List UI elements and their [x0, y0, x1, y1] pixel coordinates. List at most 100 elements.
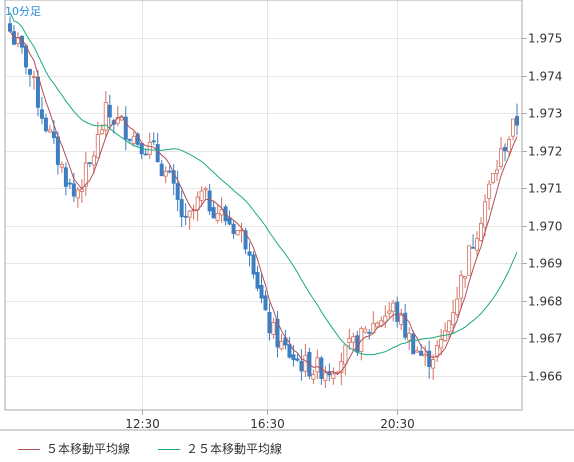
- candle-body: [399, 314, 404, 325]
- legend-label-ma25: ２５本移動平均線: [186, 442, 283, 456]
- candle-body: [279, 340, 284, 350]
- candle-body: [459, 274, 464, 299]
- y-tick-label: 1.972: [528, 145, 562, 159]
- candle-body: [387, 310, 392, 314]
- plot-frame: [4, 0, 523, 411]
- candles: [7, 16, 520, 388]
- candle-body: [87, 162, 92, 164]
- candle-body: [251, 254, 256, 275]
- candle-body: [63, 167, 68, 187]
- candle-body: [375, 322, 380, 328]
- x-tick-label: 20:30: [380, 417, 415, 431]
- candle-body: [407, 332, 412, 341]
- candle-body: [55, 136, 60, 165]
- y-tick-label: 1.974: [528, 70, 562, 84]
- candle-body: [199, 190, 204, 201]
- candle-body: [27, 68, 32, 75]
- candle-body: [7, 23, 12, 32]
- candle-body: [327, 371, 332, 376]
- candle-body: [287, 344, 292, 358]
- candle-body: [487, 183, 492, 199]
- candle-body: [43, 117, 48, 132]
- candle-body: [83, 162, 88, 187]
- candle-body: [215, 213, 220, 221]
- candle-body: [299, 360, 304, 372]
- candle-body: [203, 188, 208, 191]
- candle-body: [143, 153, 148, 156]
- candle-body: [355, 335, 360, 353]
- candle-body: [491, 173, 496, 184]
- x-tick-label: 12:30: [125, 417, 160, 431]
- candle-body: [95, 134, 100, 159]
- candle-body: [47, 129, 52, 133]
- candle-body: [179, 199, 184, 218]
- candle-body: [71, 183, 76, 197]
- candle-body: [59, 164, 64, 168]
- candle-body: [431, 359, 436, 369]
- axes: 1.966 1.967 1.968 1.969 1.970 1.971 1.972 1.973…: [0, 0, 574, 431]
- x-tick-label: 16:30: [250, 417, 285, 431]
- candle-body: [463, 275, 468, 279]
- candle-body: [499, 148, 504, 167]
- candle-body: [147, 142, 152, 155]
- candle-body: [507, 139, 512, 153]
- candle-body: [35, 76, 40, 108]
- candle-body: [347, 338, 352, 343]
- candle-body: [231, 223, 236, 234]
- candle-body: [131, 135, 136, 144]
- candle-body: [447, 320, 452, 333]
- candle-body: [39, 109, 44, 119]
- candle-body: [351, 336, 356, 343]
- candle-body: [439, 339, 444, 349]
- candle-body: [267, 312, 272, 334]
- legend-swatch-ma5: [18, 449, 40, 450]
- candle-body: [159, 163, 164, 177]
- candle-body: [495, 169, 500, 174]
- candle-body: [271, 322, 276, 335]
- y-tick-label: 1.967: [528, 332, 562, 346]
- candle-body: [151, 140, 156, 143]
- legend-label-ma5: ５本移動平均線: [46, 442, 131, 456]
- candle-body: [391, 302, 396, 312]
- candle-body: [331, 373, 336, 380]
- y-tick-label: 1.975: [528, 32, 562, 46]
- candle-body: [511, 118, 516, 137]
- candle-body: [411, 333, 416, 355]
- candle-body: [247, 251, 252, 256]
- candle-body: [303, 354, 308, 372]
- candle-body: [91, 155, 96, 166]
- candle-body: [23, 45, 28, 68]
- y-tick-label: 1.970: [528, 220, 562, 234]
- legend-item-ma5: ５本移動平均線: [18, 440, 130, 457]
- grid: [5, 0, 522, 410]
- candle-body: [343, 344, 348, 365]
- candle-body: [227, 217, 232, 225]
- candle-body: [175, 183, 180, 200]
- candle-body: [467, 245, 472, 276]
- candle-body: [503, 146, 508, 152]
- candle-body: [31, 76, 36, 79]
- candle-body: [427, 350, 432, 368]
- legend: ５本移動平均線 ２５本移動平均線: [0, 430, 574, 462]
- candle-body: [243, 230, 248, 250]
- candle-body: [259, 284, 264, 299]
- candle-body: [339, 361, 344, 374]
- candle-body: [107, 104, 112, 118]
- timeframe-label: 10分足: [5, 5, 41, 18]
- candle-body: [235, 230, 240, 236]
- candle-body: [423, 354, 428, 357]
- y-tick-label: 1.968: [528, 295, 562, 309]
- candle-body: [419, 350, 424, 356]
- moving-averages: [9, 12, 518, 376]
- candle-body: [483, 201, 488, 228]
- candle-body: [367, 332, 372, 334]
- candle-body: [75, 189, 80, 199]
- candle-body: [479, 222, 484, 241]
- candle-body: [263, 295, 268, 311]
- candle-body: [415, 350, 420, 353]
- y-tick-label: 1.973: [528, 107, 562, 121]
- candle-body: [255, 271, 260, 289]
- candle-body: [163, 170, 168, 177]
- candle-body: [295, 358, 300, 361]
